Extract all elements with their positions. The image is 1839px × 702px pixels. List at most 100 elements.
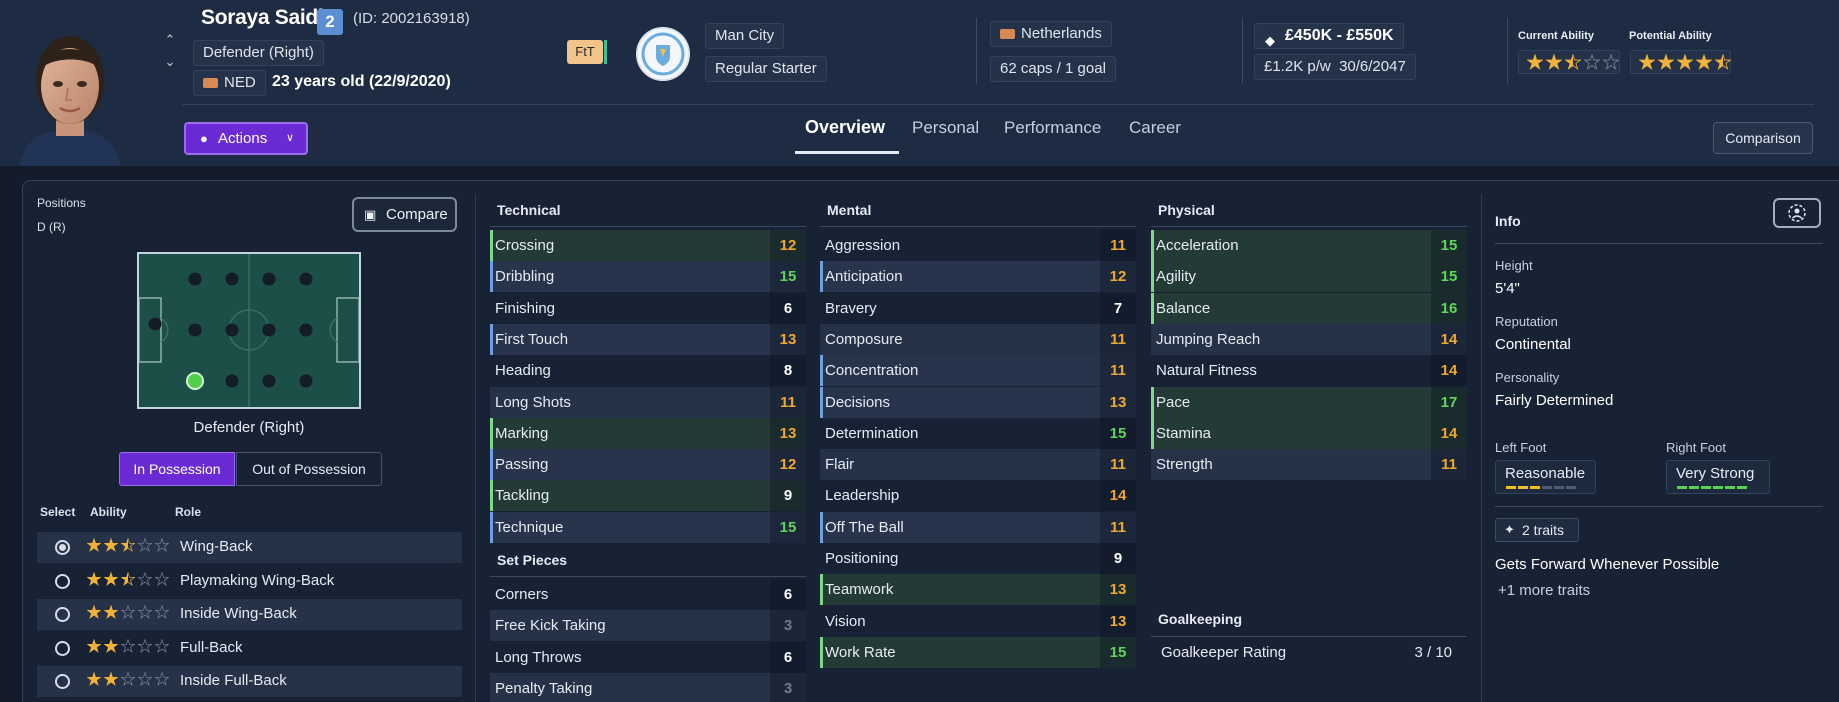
set-pieces-attribute-row[interactable]: Long Throws 6 <box>490 641 806 673</box>
mental-attribute-row[interactable]: Leadership 14 <box>820 480 1136 512</box>
nationality-chip[interactable]: NED <box>193 70 266 96</box>
tab-performance[interactable]: Performance <box>1004 118 1102 137</box>
attribute-name: Anticipation <box>825 268 903 286</box>
mental-attribute-row[interactable]: Flair 11 <box>820 449 1136 481</box>
set-pieces-attribute-row[interactable]: Penalty Taking 3 <box>490 672 806 702</box>
role-radio[interactable] <box>55 674 70 690</box>
physical-attribute-row[interactable]: Balance 16 <box>1151 292 1467 324</box>
section-divider <box>1495 243 1823 244</box>
technical-attribute-row[interactable]: Marking 13 <box>490 417 806 449</box>
club-crest-icon[interactable] <box>636 27 690 81</box>
previous-player-chevron-up-icon[interactable]: ⌃ <box>164 32 176 47</box>
attribute-value: 7 <box>1100 292 1136 324</box>
mental-attribute-row[interactable]: Work Rate 15 <box>820 636 1136 668</box>
tab-personal[interactable]: Personal <box>912 118 980 137</box>
reputation-label: Reputation <box>1495 314 1558 329</box>
next-player-chevron-down-icon[interactable]: ⌄ <box>164 54 176 69</box>
physical-attribute-row[interactable]: Strength 11 <box>1151 449 1467 481</box>
role-radio[interactable] <box>55 540 70 555</box>
role-row[interactable]: Full-Back <box>37 633 462 664</box>
physical-attribute-row[interactable]: Natural Fitness 14 <box>1151 355 1467 387</box>
compare-button[interactable]: ▣ Compare <box>352 197 457 232</box>
physical-attribute-row[interactable]: Acceleration 15 <box>1151 230 1467 261</box>
mental-attribute-row[interactable]: Anticipation 12 <box>820 261 1136 293</box>
mental-attribute-row[interactable]: Aggression 11 <box>820 230 1136 261</box>
technical-attribute-row[interactable]: Technique 15 <box>490 511 806 543</box>
role-row[interactable]: Wing-Back <box>37 532 462 563</box>
star-icon <box>87 605 101 620</box>
technical-attribute-row[interactable]: Long Shots 11 <box>490 386 806 418</box>
transfer-value-chip[interactable]: ◆ £450K - £550K <box>1254 23 1404 49</box>
star-icon <box>155 605 169 620</box>
left-foot-value: Reasonable <box>1505 465 1586 482</box>
attribute-name: Tackling <box>495 487 550 505</box>
technical-attribute-row[interactable]: First Touch 13 <box>490 323 806 355</box>
role-radio[interactable] <box>55 607 70 623</box>
mental-attribute-row[interactable]: Bravery 7 <box>820 292 1136 324</box>
mental-attribute-row[interactable]: Decisions 13 <box>820 386 1136 418</box>
attribute-value: 9 <box>1100 543 1136 574</box>
physical-attribute-row[interactable]: Stamina 14 <box>1151 417 1467 449</box>
attribute-highlight-bar <box>1151 292 1154 324</box>
role-radio[interactable] <box>55 640 70 656</box>
physical-attribute-row[interactable]: Jumping Reach 14 <box>1151 323 1467 355</box>
star-icon <box>1584 54 1600 70</box>
star-icon <box>121 638 135 653</box>
attribute-value: 12 <box>1100 261 1136 293</box>
trait-item: Gets Forward Whenever Possible <box>1495 556 1720 573</box>
section-divider <box>490 226 806 227</box>
star-icon <box>1546 54 1562 70</box>
technical-attribute-row[interactable]: Finishing 6 <box>490 292 806 324</box>
technical-attribute-row[interactable]: Crossing 12 <box>490 230 806 261</box>
info-settings-button[interactable] <box>1773 198 1821 228</box>
role-row[interactable]: Playmaking Wing-Back <box>37 566 462 597</box>
comparison-button[interactable]: Comparison <box>1713 122 1813 154</box>
attribute-value: 14 <box>1100 480 1136 512</box>
mental-attribute-row[interactable]: Off The Ball 11 <box>820 511 1136 543</box>
role-radio[interactable] <box>55 573 70 589</box>
mental-attribute-row[interactable]: Determination 15 <box>820 417 1136 449</box>
mental-attribute-row[interactable]: Teamwork 13 <box>820 574 1136 606</box>
pitch-position-caption: Defender (Right) <box>193 419 305 436</box>
attribute-highlight-bar <box>490 261 493 293</box>
actions-button[interactable]: ● Actions ∨ <box>184 122 308 155</box>
column-divider <box>1481 194 1482 702</box>
mental-attribute-row[interactable]: Positioning 9 <box>820 543 1136 574</box>
mental-attribute-row[interactable]: Composure 11 <box>820 323 1136 355</box>
ftt-badge[interactable]: FtT <box>567 40 603 64</box>
star-icon <box>1696 54 1712 70</box>
traits-chip[interactable]: ✦ 2 traits <box>1495 518 1579 542</box>
attribute-highlight-bar <box>820 355 823 387</box>
technical-attribute-row[interactable]: Tackling 9 <box>490 480 806 512</box>
attribute-value: 13 <box>770 323 806 355</box>
star-icon <box>87 571 101 586</box>
physical-attribute-row[interactable]: Agility 15 <box>1151 261 1467 293</box>
mental-attribute-row[interactable]: Vision 13 <box>820 605 1136 637</box>
club-name-chip[interactable]: Man City <box>705 23 785 49</box>
attribute-name: Long Shots <box>495 393 571 411</box>
more-traits-link[interactable]: +1 more traits <box>1498 582 1591 599</box>
technical-attribute-row[interactable]: Heading 8 <box>490 355 806 387</box>
player-position-chip: Defender (Right) <box>193 40 324 66</box>
role-row[interactable]: Inside Full-Back <box>37 666 462 698</box>
mental-attribute-row[interactable]: Concentration 11 <box>820 355 1136 387</box>
out-of-possession-toggle[interactable]: Out of Possession <box>236 452 382 486</box>
physical-section-title: Physical <box>1158 202 1215 218</box>
attribute-highlight-bar <box>490 230 493 261</box>
technical-attribute-row[interactable]: Dribbling 15 <box>490 261 806 293</box>
pitch-position-dot <box>299 272 313 286</box>
star-icon <box>87 538 101 552</box>
physical-attribute-row[interactable]: Pace 17 <box>1151 386 1467 418</box>
tab-career[interactable]: Career <box>1129 118 1181 137</box>
set-pieces-attribute-row[interactable]: Corners 6 <box>490 579 806 610</box>
in-possession-toggle[interactable]: In Possession <box>119 452 235 486</box>
technical-attribute-row[interactable]: Passing 12 <box>490 449 806 481</box>
column-divider <box>475 194 476 702</box>
nation-chip[interactable]: Netherlands <box>990 21 1112 47</box>
set-pieces-attribute-row[interactable]: Free Kick Taking 3 <box>490 610 806 642</box>
tab-overview[interactable]: Overview <box>805 117 886 137</box>
role-row[interactable]: Inside Wing-Back <box>37 599 462 631</box>
contract-chip: £1.2K p/w 30/6/2047 <box>1254 54 1416 80</box>
nation-name: Netherlands <box>1021 25 1102 42</box>
star-icon <box>87 638 101 653</box>
